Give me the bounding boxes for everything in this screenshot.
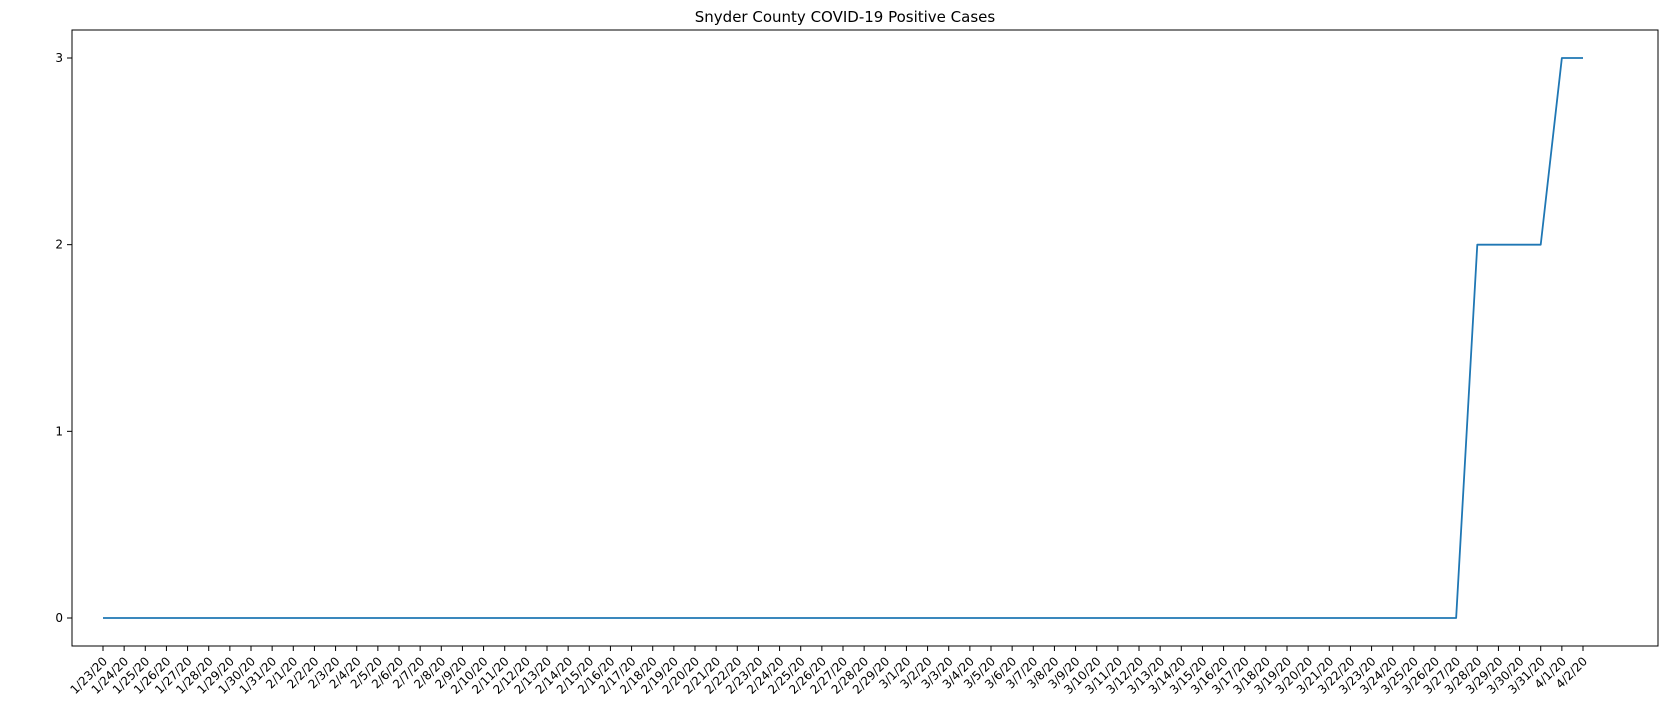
- y-axis-ticks: 0 1 2 3: [55, 51, 72, 625]
- y-tick-label: 2: [55, 238, 63, 252]
- series-layer: [103, 57, 1583, 619]
- series-line: [103, 57, 1583, 619]
- chart-title: Snyder County COVID-19 Positive Cases: [695, 8, 996, 26]
- y-tick-label: 3: [55, 51, 63, 65]
- plot-area-frame: [71, 29, 1659, 647]
- x-axis-ticks: 1/23/201/24/201/25/201/26/201/27/201/28/…: [68, 646, 1590, 697]
- y-tick-label: 0: [55, 611, 63, 625]
- y-tick-label: 1: [55, 424, 63, 438]
